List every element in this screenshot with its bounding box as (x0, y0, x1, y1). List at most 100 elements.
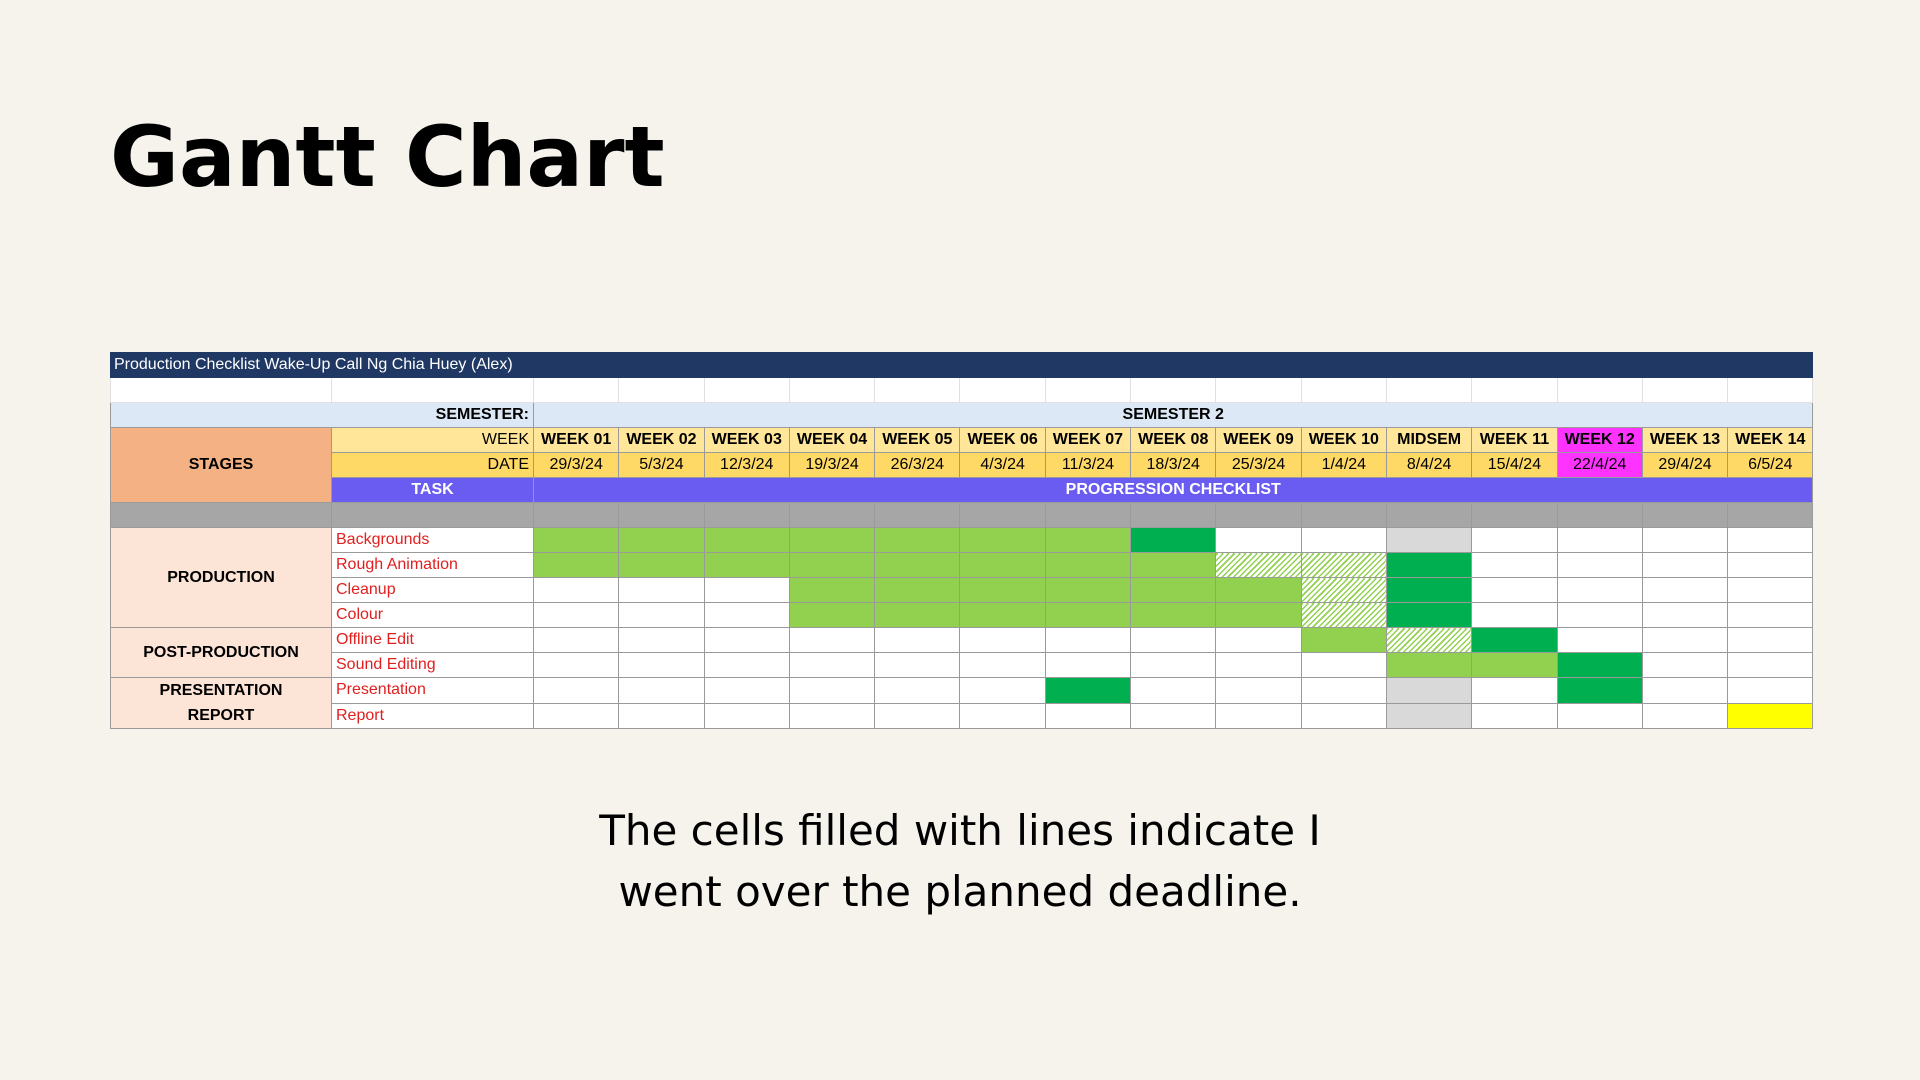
gantt-cell-lg (788, 527, 876, 553)
gantt-cell-empty (959, 677, 1046, 704)
gantt-cell-empty (1471, 527, 1558, 553)
gantt-cell-lg (788, 552, 876, 578)
separator-cell (703, 502, 790, 528)
date-header-10: 1/4/24 (1300, 452, 1387, 478)
gantt-cell-dg (1385, 602, 1473, 628)
gantt-cell-lg (532, 527, 620, 553)
gantt-cell-lg (959, 577, 1046, 603)
gantt-cell-empty (532, 577, 620, 603)
separator-cell (959, 502, 1046, 528)
week-header-15: WEEK 14 (1727, 427, 1814, 453)
gantt-cell-empty (1641, 702, 1729, 729)
task-row: Rough Animation (111, 552, 1814, 578)
week-header-7: WEEK 07 (1044, 427, 1132, 453)
gantt-cell-empty (532, 677, 620, 704)
gantt-cell-empty (1641, 527, 1729, 553)
week-row: STAGES WEEK WEEK 01 WEEK 02 WEEK 03 WEEK 04… (110, 427, 1814, 503)
task-name: Cleanup (331, 577, 534, 603)
stage-label: PRODUCTION (167, 569, 275, 586)
task-name: Report (331, 702, 534, 729)
gantt-cell-empty (1471, 702, 1558, 729)
week-header-9: WEEK 09 (1215, 427, 1302, 453)
semester-value: SEMESTER 2 (532, 402, 1814, 428)
gantt-cell-empty (1471, 552, 1558, 578)
task-name: Presentation (331, 677, 534, 704)
separator-cell (788, 502, 876, 528)
sheet-title-row: Production Checklist Wake-Up Call Ng Chi… (109, 352, 1814, 378)
week-header-10: WEEK 10 (1300, 427, 1387, 453)
gantt-cell-lg (1130, 552, 1217, 578)
gantt-cell-empty (1215, 702, 1302, 729)
gantt-cell-ye (1727, 702, 1814, 729)
gantt-cell-lg (874, 552, 961, 578)
date-row: DATE 29/3/24 5/3/24 12/3/24 19/3/24 26/3/24 4… (111, 452, 1814, 478)
gantt-cell-empty (703, 677, 790, 704)
gantt-cell-lg (618, 552, 705, 578)
blank-row (110, 377, 1814, 403)
date-header-1: 29/3/24 (532, 452, 620, 478)
gantt-cell-empty (959, 627, 1046, 653)
separator-cell (1641, 502, 1729, 528)
blank-cell (1727, 377, 1814, 403)
separator-cell (618, 502, 705, 528)
separator-cell (331, 502, 534, 528)
gantt-cell-ha (1385, 627, 1473, 653)
blank-cell (331, 377, 534, 403)
gantt-cell-empty (1044, 652, 1132, 678)
separator-cell (1727, 502, 1814, 528)
gantt-cell-gr (1385, 677, 1473, 704)
gantt-cell-empty (1300, 527, 1387, 553)
gantt-cell-empty (618, 702, 705, 729)
gantt-cell-lg (1300, 627, 1387, 653)
week-header-13: WEEK 12 (1556, 427, 1643, 453)
gantt-cell-empty (1215, 627, 1302, 653)
gantt-cell-lg (959, 602, 1046, 628)
blank-cell (788, 377, 876, 403)
separator-row (110, 502, 1814, 528)
gantt-cell-empty (1130, 627, 1217, 653)
week-label: WEEK (331, 427, 534, 453)
task-name: Rough Animation (331, 552, 534, 578)
gantt-cell-dg (1556, 677, 1643, 704)
gantt-cell-empty (618, 627, 705, 653)
separator-cell (1044, 502, 1132, 528)
caption: The cells filled with lines indicate I w… (0, 800, 1920, 922)
gantt-cell-lg (703, 527, 790, 553)
gantt-cell-lg (532, 552, 620, 578)
gantt-cell-lg (1044, 527, 1132, 553)
gantt-cell-ha (1300, 552, 1387, 578)
gantt-cell-empty (1641, 577, 1729, 603)
gantt-cell-empty (788, 627, 876, 653)
task-row: Report (111, 702, 1814, 729)
blank-cell (1385, 377, 1473, 403)
blank-cell (703, 377, 790, 403)
gantt-cell-lg (703, 552, 790, 578)
gantt-cell-lg (1044, 552, 1132, 578)
task-row: Sound Editing (111, 652, 1814, 678)
sheet-title: Production Checklist Wake-Up Call Ng Chi… (109, 352, 1814, 378)
gantt-cell-empty (1727, 577, 1814, 603)
gantt-cell-empty (959, 702, 1046, 729)
gantt-cell-lg (959, 527, 1046, 553)
date-header-3: 12/3/24 (703, 452, 790, 478)
gantt-cell-empty (703, 652, 790, 678)
blank-cell (1641, 377, 1729, 403)
gantt-cell-empty (1215, 677, 1302, 704)
semester-label: SEMESTER: (110, 402, 534, 428)
blank-cell (618, 377, 705, 403)
date-label: DATE (331, 452, 534, 478)
stage-group-pres: PRESENTATION REPORT (110, 677, 332, 729)
gantt-cell-dg (1385, 552, 1473, 578)
week-header-5: WEEK 05 (874, 427, 961, 453)
week-header-8: WEEK 08 (1130, 427, 1217, 453)
gantt-cell-empty (1300, 702, 1387, 729)
gantt-cell-empty (874, 627, 961, 653)
task-row: Colour (111, 602, 1814, 628)
blank-cell (1556, 377, 1643, 403)
blank-cell (1300, 377, 1387, 403)
date-header-11: 8/4/24 (1385, 452, 1473, 478)
gantt-cell-empty (1300, 652, 1387, 678)
gantt-cell-empty (1471, 677, 1558, 704)
gantt-cell-empty (1471, 577, 1558, 603)
gantt-cell-empty (1727, 677, 1814, 704)
